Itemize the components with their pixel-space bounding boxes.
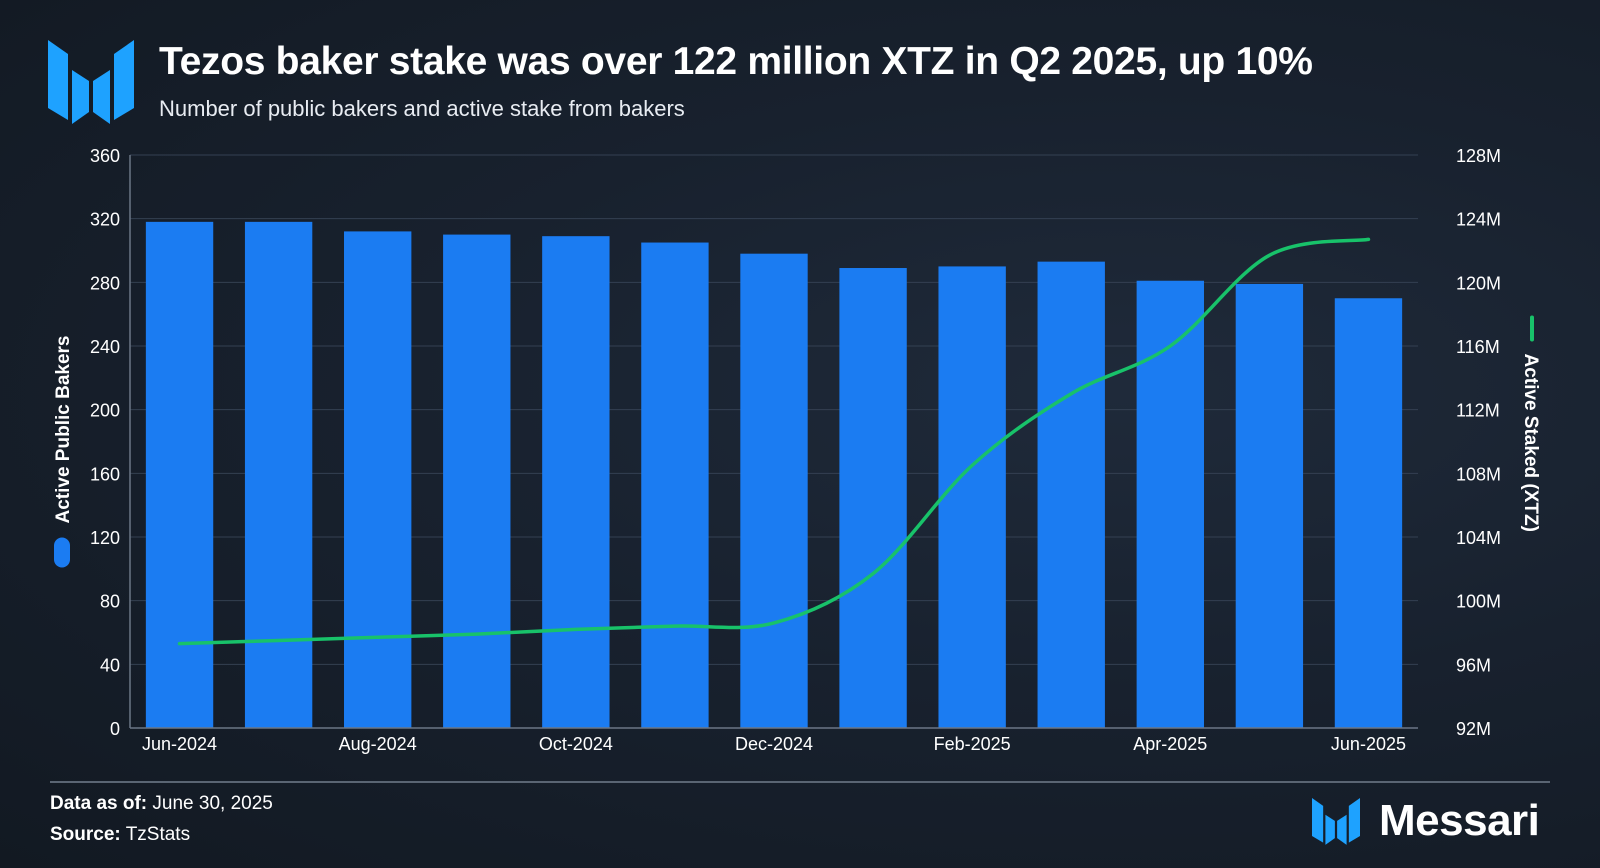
y-right-tick-label: 108M: [1456, 464, 1501, 484]
bar: [145, 221, 214, 728]
y-right-tick-label: 116M: [1456, 337, 1500, 357]
messari-brand-icon: [1312, 798, 1360, 845]
y-right-tick-label: 120M: [1456, 273, 1501, 293]
axes: 0 40 80 120 160 200 240 280 320 360 92M 96M 100M 104M…: [53, 146, 1541, 754]
bar: [344, 231, 412, 728]
y-left-tick-label: 320: [90, 210, 120, 230]
bar: [839, 268, 907, 728]
y-right-tick-label: 100M: [1456, 592, 1501, 612]
y-left-legend: Active Public Bakers: [53, 336, 74, 568]
bar-series: [145, 221, 1403, 729]
data-as-of: Data as of: June 30, 2025: [50, 793, 273, 815]
brand-logo: Messari: [1311, 796, 1561, 846]
brand-name: Messari: [1379, 796, 1540, 845]
chart-header: Tezos baker stake was over 122 million X…: [0, 0, 1600, 140]
y-left-tick-label: 360: [90, 146, 120, 166]
y-left-tick-label: 280: [90, 273, 120, 293]
y-right-tick-label: 96M: [1456, 655, 1491, 675]
bar: [641, 242, 709, 728]
bar: [1235, 283, 1304, 728]
data-as-of-label: Data as of:: [50, 793, 148, 814]
y-right-tick-label: 112M: [1456, 401, 1500, 421]
bar: [938, 266, 1006, 728]
source: Source: TzStats: [50, 824, 190, 846]
y-right-axis-title: Active Staked (XTZ): [1520, 354, 1541, 532]
y-left-tick-label: 40: [100, 655, 120, 675]
line-series: [177, 237, 1371, 646]
y-right-legend: Active Staked (XTZ): [1520, 315, 1541, 532]
footer-divider: [50, 781, 1550, 783]
y-left-tick-label: 160: [90, 464, 120, 484]
source-value: TzStats: [125, 824, 191, 845]
y-right-tick-label: 128M: [1456, 146, 1501, 166]
y-left-tick-label: 80: [100, 592, 120, 612]
bar: [542, 236, 610, 729]
line-stake: [177, 237, 1371, 646]
x-tick-label: Jun-2024: [142, 734, 217, 754]
x-tick-label: Aug-2024: [339, 734, 417, 754]
messari-logo-icon: [48, 40, 134, 124]
chart: 0 40 80 120 160 200 240 280 320 360 92M 96M 100M 104M…: [53, 146, 1541, 754]
legend-marker-line: [1530, 315, 1534, 342]
bar: [443, 234, 511, 729]
y-left-tick-label: 0: [110, 719, 120, 739]
chart-subtitle: Number of public bakers and active stake…: [159, 96, 685, 121]
y-right-tick-label: 104M: [1456, 528, 1501, 548]
source-label: Source:: [50, 824, 121, 845]
x-tick-label: Oct-2024: [539, 734, 613, 754]
y-left-tick-label: 120: [90, 528, 120, 548]
bar: [1037, 261, 1105, 728]
y-right-tick-label: 92M: [1456, 719, 1491, 739]
bar: [1334, 298, 1403, 728]
y-left-tick-label: 200: [90, 401, 120, 421]
x-tick-label: Apr-2025: [1133, 734, 1207, 754]
chart-title: Tezos baker stake was over 122 million X…: [159, 40, 1313, 83]
data-as-of-value: June 30, 2025: [152, 793, 273, 814]
y-right-tick-label: 124M: [1456, 210, 1501, 230]
y-left-axis-title: Active Public Bakers: [53, 336, 74, 524]
x-tick-label: Jun-2025: [1331, 734, 1406, 754]
bar: [244, 221, 313, 728]
legend-marker-bars: [54, 537, 70, 568]
bar: [1136, 280, 1204, 728]
y-left-tick-label: 240: [90, 337, 120, 357]
x-tick-label: Dec-2024: [735, 734, 813, 754]
x-tick-label: Feb-2025: [934, 734, 1011, 754]
bar: [740, 253, 808, 728]
